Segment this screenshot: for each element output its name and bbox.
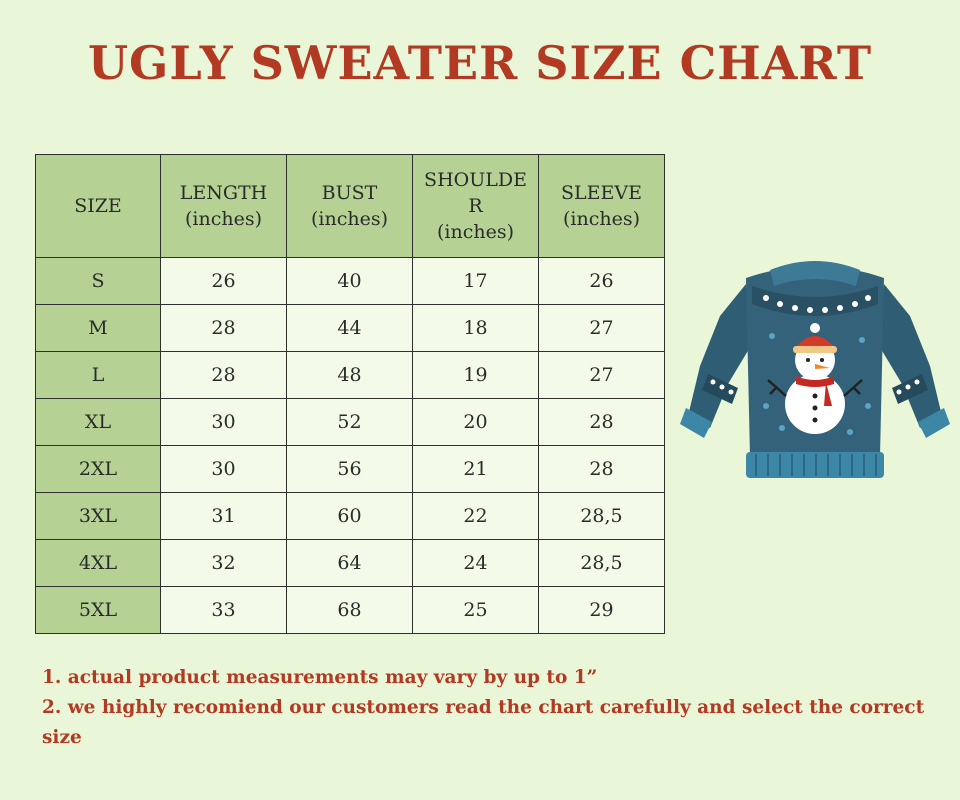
size-cell: M [35,304,161,352]
size-cell: 2XL [35,445,161,493]
value-cell: 30 [160,445,287,493]
table-row: M 28 44 18 27 [35,304,665,352]
sweater-right-cuff [918,408,950,438]
column-header-4: SLEEVE (inches) [538,154,665,258]
table-row: S 26 40 17 26 [35,257,665,305]
column-header-2: BUST (inches) [286,154,413,258]
size-cell: XL [35,398,161,446]
value-cell: 31 [160,492,287,540]
value-cell: 19 [412,351,539,399]
value-cell: 44 [286,304,413,352]
sweater-collar [770,261,860,286]
column-header-line: R [468,195,483,217]
value-cell: 24 [412,539,539,587]
size-chart-table: SIZE LENGTH (inches) BUST (inches) SHOULDE R (i… [35,154,665,634]
sweater-right-sleeve [878,284,942,428]
value-cell: 21 [412,445,539,493]
size-cell: L [35,351,161,399]
value-cell: 28 [160,351,287,399]
column-header-line: SHOULDE [424,169,527,191]
value-cell: 30 [160,398,287,446]
value-cell: 60 [286,492,413,540]
ugly-sweater-illustration [680,261,950,478]
value-cell: 20 [412,398,539,446]
column-header-line: SIZE [74,195,122,217]
column-header-line: SLEEVE [561,182,642,204]
value-cell: 64 [286,539,413,587]
value-cell: 28 [160,304,287,352]
value-cell: 17 [412,257,539,305]
column-header-line: (inches) [310,208,388,230]
column-header-0: SIZE [35,154,161,258]
value-cell: 29 [538,586,665,634]
value-cell: 28 [538,445,665,493]
column-header-line: BUST [321,182,378,204]
table-row: 3XL 31 60 22 28,5 [35,492,665,540]
size-cell: S [35,257,161,305]
size-cell: 4XL [35,539,161,587]
value-cell: 22 [412,492,539,540]
column-header-line: LENGTH [179,182,268,204]
value-cell: 26 [160,257,287,305]
column-header-line: (inches) [184,208,262,230]
snowman-icon [767,323,863,434]
note-1: 1. actual product measurements may vary … [42,667,598,688]
column-header-line: (inches) [562,208,640,230]
value-cell: 27 [538,351,665,399]
column-header-3: SHOULDE R (inches) [412,154,539,258]
value-cell: 28,5 [538,539,665,587]
table-header-row: SIZE LENGTH (inches) BUST (inches) SHOULDE R (i… [35,154,665,258]
value-cell: 28 [538,398,665,446]
size-cell: 5XL [35,586,161,634]
size-cell: 3XL [35,492,161,540]
sweater-left-cuff [680,408,712,438]
value-cell: 68 [286,586,413,634]
value-cell: 40 [286,257,413,305]
table-row: 5XL 33 68 25 29 [35,586,665,634]
column-header-1: LENGTH (inches) [160,154,287,258]
sweater-left-sleeve [688,284,752,428]
value-cell: 56 [286,445,413,493]
value-cell: 27 [538,304,665,352]
table-row: XL 30 52 20 28 [35,398,665,446]
notes: 1. actual product measurements may vary … [42,663,960,753]
sweater-yoke [752,286,878,316]
value-cell: 26 [538,257,665,305]
value-cell: 33 [160,586,287,634]
column-header-line: (inches) [436,221,514,243]
page-title: UGLY SWEATER SIZE CHART [87,36,873,90]
yoke-dots [763,295,871,313]
table-body: S 26 40 17 26 M 28 44 18 27 L 28 48 19 27 XL 30 52 20 28 2XL… [35,257,665,634]
table-row: L 28 48 19 27 [35,351,665,399]
value-cell: 48 [286,351,413,399]
table-row: 2XL 30 56 21 28 [35,445,665,493]
value-cell: 32 [160,539,287,587]
value-cell: 52 [286,398,413,446]
value-cell: 18 [412,304,539,352]
note-2: 2. we highly recomiend our customers rea… [42,697,925,748]
value-cell: 25 [412,586,539,634]
table-row: 4XL 32 64 24 28,5 [35,539,665,587]
value-cell: 28,5 [538,492,665,540]
